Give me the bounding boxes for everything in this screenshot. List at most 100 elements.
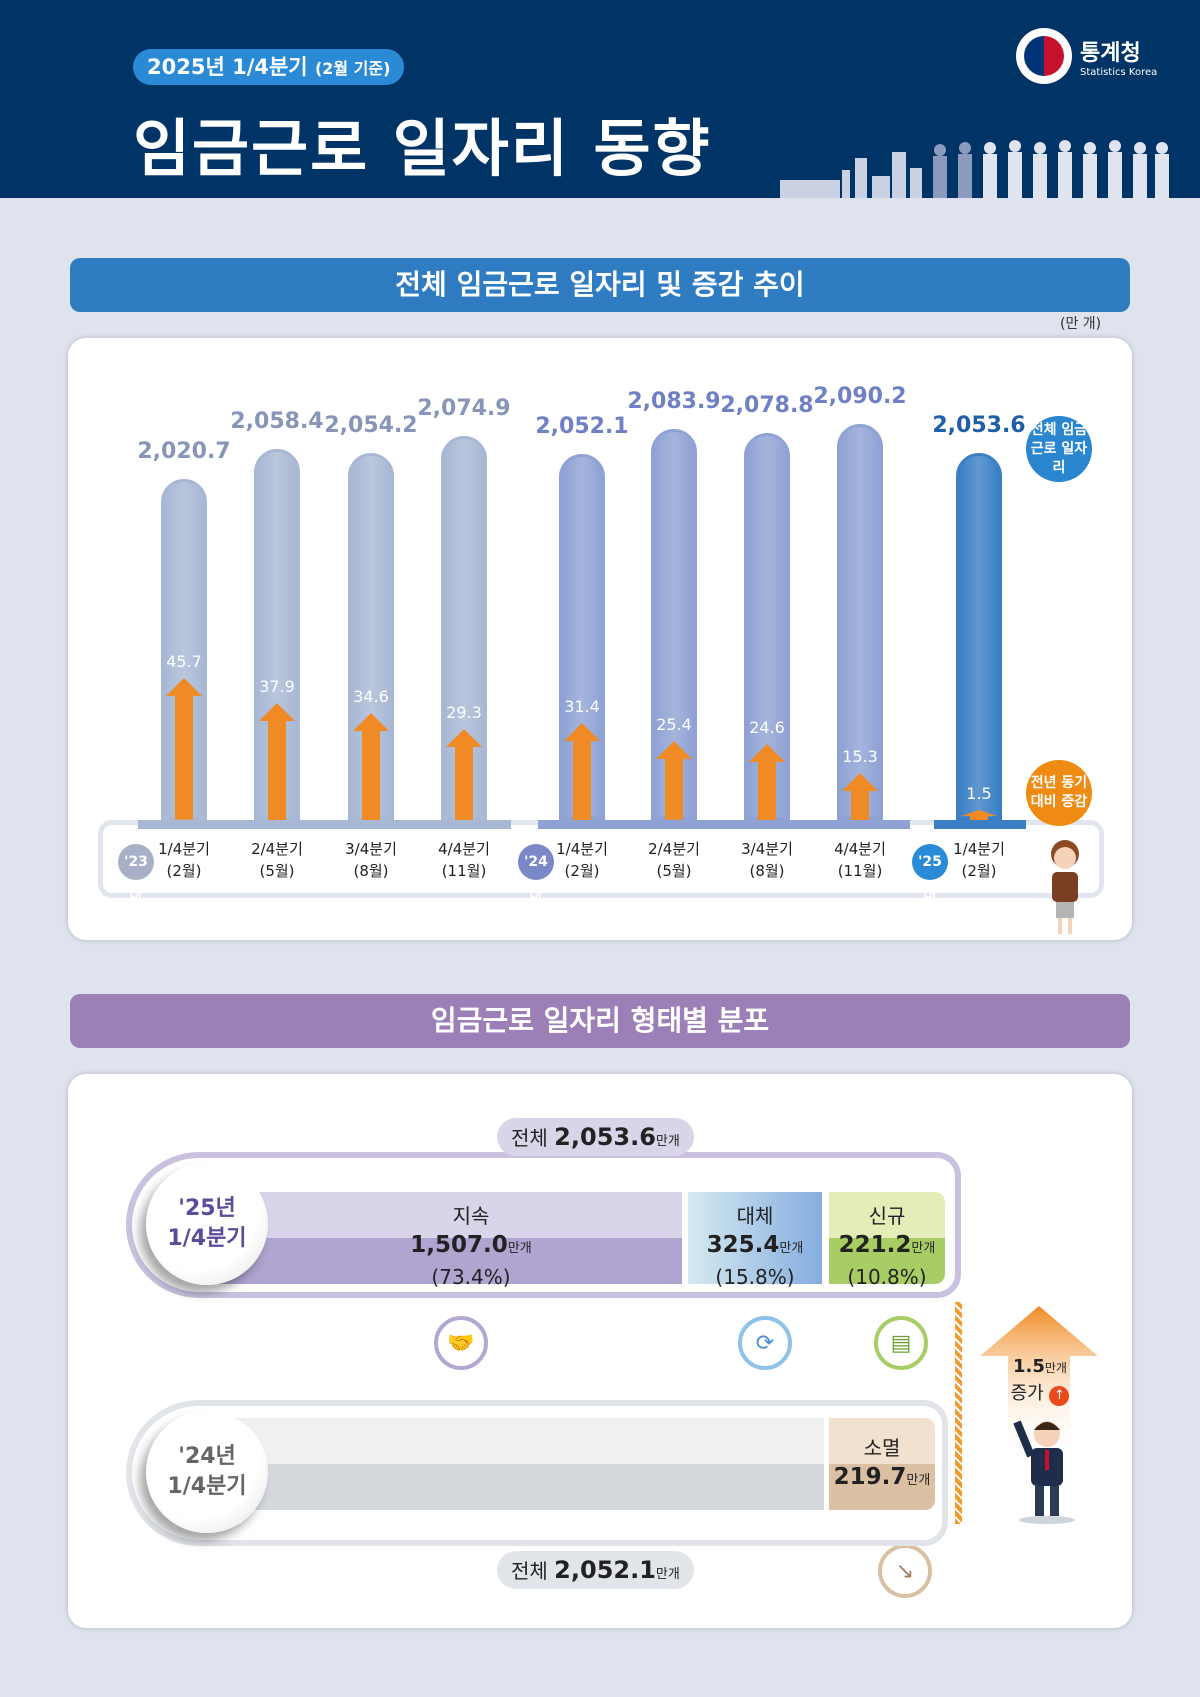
total-unit: 만개 — [655, 1567, 680, 1582]
change-value-label: 24.6 — [749, 717, 785, 737]
segment-unit: 만개 — [779, 1241, 804, 1256]
segment-pct: (73.4%) — [431, 1265, 511, 1289]
month: (8월) — [353, 862, 389, 880]
handshake-icon: 🤝 — [434, 1316, 488, 1370]
total-value-label: 2,053.6 — [932, 413, 1026, 439]
change-arrow — [961, 810, 997, 820]
quarter-tick-label: 1/4분기 (2월) — [537, 838, 627, 882]
month: (5월) — [259, 862, 295, 880]
total-value: 2,053.6 — [554, 1123, 656, 1151]
segment-value: 219.7 — [833, 1464, 907, 1490]
woman-character-icon — [1051, 840, 1079, 934]
segment-replacement: 대체 325.4만개 (15.8%) — [688, 1192, 822, 1292]
change-arrow — [166, 678, 202, 820]
quarter-tick-label: 4/4분기 (11월) — [419, 838, 509, 882]
total-value-label: 2,020.7 — [137, 439, 231, 465]
segment-value: 325.4 — [706, 1232, 780, 1258]
month: (11월) — [441, 862, 487, 880]
row-2024-label: '24년 1/4분기 — [146, 1411, 268, 1533]
quarter: 4/4분기 — [438, 840, 490, 858]
total-2024-pill: 전체 2,052.1만개 — [497, 1551, 694, 1589]
total-value: 2,052.1 — [554, 1556, 656, 1584]
month: (11월) — [837, 862, 883, 880]
legend-total-bubble: 전체 임금근로 일자리 — [1026, 416, 1092, 482]
header: 2025년 1/4분기 (2월 기준) 임금근로 일자리 동향 통계청 Stati… — [0, 0, 1200, 198]
increase-text: 증가 — [1010, 1383, 1044, 1404]
month: (5월) — [656, 862, 692, 880]
segment-name: 신규 — [868, 1204, 906, 1228]
change-arrow — [656, 741, 692, 820]
logo-name: 통계청 — [1080, 40, 1141, 66]
change-arrow — [446, 729, 482, 820]
segment-continuing: 지속 1,507.0만개 (73.4%) — [260, 1192, 682, 1292]
total-prefix: 전체 — [511, 1559, 548, 1583]
statistics-korea-logo: 통계청 Statistics Korea — [1016, 28, 1157, 84]
period-badge: 2025년 1/4분기 (2월 기준) — [133, 49, 405, 85]
segment-name: 소멸 — [863, 1436, 901, 1460]
change-value-label: 31.4 — [564, 696, 600, 716]
change-value-label: 1.5 — [966, 784, 992, 803]
segment-pct: (10.8%) — [847, 1265, 927, 1289]
legend-change-bubble: 전년 동기대비 증감 — [1026, 760, 1092, 826]
segment-unit: 만개 — [507, 1241, 532, 1256]
segment-pct: (15.8%) — [715, 1265, 795, 1289]
year-badge-2025: '25년 — [912, 844, 948, 906]
month: (8월) — [749, 862, 785, 880]
quarter: 3/4분기 — [345, 840, 397, 858]
quarter: 2/4분기 — [251, 840, 303, 858]
total-value-label: 2,083.9 — [627, 388, 721, 414]
month: (2월) — [166, 862, 202, 880]
quarter: 1/4분기 — [953, 840, 1005, 858]
increase-label: 1.5만개 증가 ↑ — [1000, 1354, 1080, 1407]
page-title: 임금근로 일자리 동향 — [133, 112, 712, 185]
total-prefix: 전체 — [511, 1126, 548, 1150]
city-people-skyline-icon — [780, 140, 1169, 198]
segment-value: 1,507.0 — [410, 1232, 508, 1258]
total-value-label: 2,078.8 — [720, 392, 814, 418]
change-value-label: 37.9 — [259, 676, 295, 696]
year-badge-2024: '24년 — [518, 844, 554, 906]
section2-title: 임금근로 일자리 형태별 분포 — [70, 994, 1130, 1048]
baseline-2025 — [934, 820, 1026, 829]
increase-value: 1.5 — [1013, 1356, 1045, 1377]
trend-chart: '23년 '24년 '25년 전체 임금근로 일자리 전년 동기대비 증감 2,… — [98, 384, 1104, 934]
quarter: 4/4분기 — [834, 840, 886, 858]
increase-unit: 만개 — [1044, 1361, 1067, 1375]
replacement-people-icon: ⟳ — [738, 1316, 792, 1370]
change-arrow — [842, 772, 878, 820]
baseline-2023 — [138, 820, 511, 829]
change-value-label: 29.3 — [446, 703, 482, 723]
segment-bar-extinct — [829, 1418, 935, 1510]
total-value-label: 2,052.1 — [535, 414, 629, 440]
segment-bar-continuing-2024 — [200, 1418, 824, 1510]
segment-name: 지속 — [452, 1204, 490, 1228]
quarter: 1/4분기 — [158, 840, 210, 858]
row-year: '24년 — [178, 1444, 236, 1469]
total-value-label: 2,054.2 — [324, 412, 418, 438]
badge-text: 2025년 1/4분기 — [147, 55, 308, 79]
change-arrow — [749, 743, 785, 820]
total-unit: 만개 — [655, 1134, 680, 1149]
segment-name: 대체 — [736, 1204, 774, 1228]
quarter-tick-label: 2/4분기 (5월) — [232, 838, 322, 882]
badge-sub: (2월 기준) — [314, 59, 391, 78]
taegeuk-logo-icon — [1016, 28, 1072, 84]
quarter: 1/4분기 — [556, 840, 608, 858]
increase-arrow-icon — [980, 1306, 1098, 1456]
change-value-label: 34.6 — [353, 686, 389, 706]
change-arrow — [564, 722, 600, 820]
up-circle-icon: ↑ — [1049, 1386, 1070, 1406]
quarter: 2/4분기 — [648, 840, 700, 858]
total-bar — [744, 432, 790, 820]
segment-unit: 만개 — [911, 1241, 936, 1256]
row-quarter: 1/4분기 — [167, 1226, 247, 1251]
segment-extinct: 소멸 219.7만개 — [829, 1424, 935, 1495]
segment-bar-new — [829, 1192, 945, 1284]
month: (2월) — [961, 862, 997, 880]
segment-value: 221.2 — [838, 1232, 912, 1258]
man-character-icon — [1013, 1420, 1075, 1524]
total-value-label: 2,074.9 — [417, 396, 511, 422]
baseline-2024 — [538, 820, 910, 829]
total-value-label: 2,058.4 — [230, 409, 324, 435]
row-quarter: 1/4분기 — [167, 1474, 247, 1499]
